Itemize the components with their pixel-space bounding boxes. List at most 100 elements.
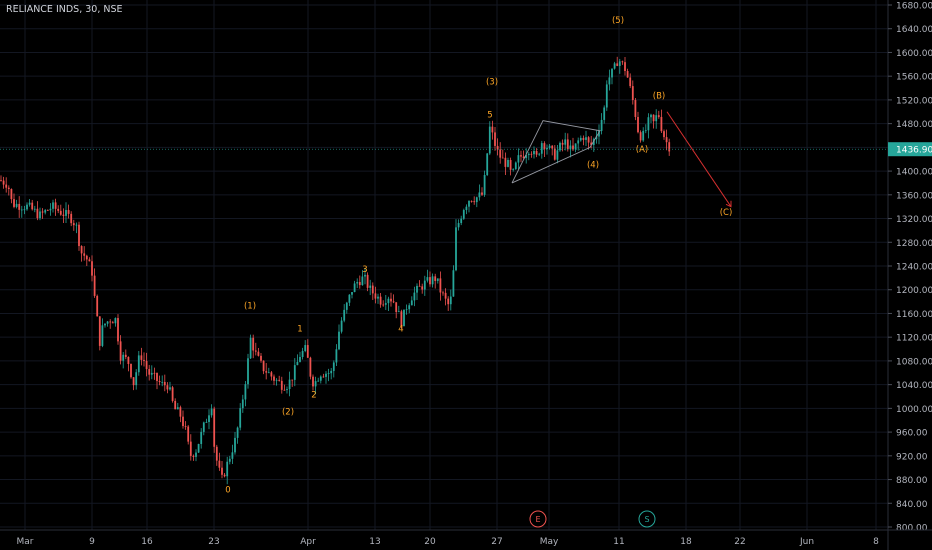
candle-body: [566, 139, 569, 150]
candle-body: [312, 376, 314, 387]
candle-body: [462, 210, 465, 219]
y-tick-label: 1040.00: [896, 381, 932, 391]
candle-body: [452, 270, 455, 297]
event-marker-label: S: [644, 515, 649, 524]
candle-body: [13, 199, 15, 207]
candle-body: [478, 192, 481, 198]
candle-body: [364, 274, 366, 277]
y-tick-label: 1560.00: [896, 73, 932, 83]
candle-body: [418, 285, 421, 287]
candle-body: [234, 437, 236, 453]
candle-body: [189, 441, 192, 456]
candle-body: [2, 180, 5, 185]
candle-body: [36, 208, 39, 219]
candle-body: [397, 311, 400, 313]
candle-body: [299, 357, 301, 362]
candle-body: [587, 137, 590, 143]
candle-body: [600, 119, 603, 131]
x-tick-label: 18: [680, 537, 692, 547]
event-marker-circle: [529, 510, 547, 528]
candle-body: [296, 361, 299, 366]
y-tick-label: 1240.00: [896, 263, 932, 273]
y-tick-label: 1160.00: [896, 310, 932, 320]
candle-body: [626, 71, 629, 78]
candle-body: [241, 399, 244, 409]
x-tick-label: 13: [369, 537, 380, 547]
candle-body: [512, 168, 515, 170]
candle-body: [179, 407, 182, 417]
candle-body: [639, 132, 642, 141]
candle-body: [23, 209, 26, 211]
candle-body: [75, 224, 78, 226]
candle-body: [374, 293, 377, 299]
candle-body: [595, 136, 598, 140]
candle-body: [280, 380, 283, 390]
candle-body: [361, 276, 364, 286]
candle-body: [174, 400, 177, 410]
candle-body: [507, 159, 509, 167]
candle-body: [556, 150, 559, 160]
candle-body: [535, 150, 538, 155]
drawings: [511, 111, 732, 208]
candle-body: [187, 426, 190, 442]
candle-body: [62, 214, 65, 216]
candle-body: [265, 371, 268, 373]
projection-arrowhead: [725, 200, 732, 208]
candle-body: [286, 389, 288, 390]
candle-body: [634, 100, 637, 117]
candle-body: [533, 150, 535, 155]
candle-body: [569, 145, 572, 150]
candle-body: [49, 208, 52, 211]
grid: [0, 0, 888, 530]
candle-body: [31, 202, 34, 210]
candle-body: [163, 381, 166, 386]
candle-body: [218, 460, 221, 468]
candle-body: [384, 303, 387, 305]
candle-body: [579, 137, 582, 141]
candle-body: [514, 162, 517, 169]
candle-body: [426, 277, 429, 281]
candle-body: [348, 294, 351, 303]
candle-body: [356, 282, 359, 284]
y-tick-label: 1320.00: [896, 215, 932, 225]
candle-body: [392, 301, 395, 303]
candle-body: [275, 379, 278, 381]
candle-body: [257, 351, 260, 356]
candle-body: [309, 357, 312, 377]
candle-body: [501, 157, 504, 159]
candle-body: [400, 311, 403, 327]
candle-body: [605, 84, 608, 108]
event-marker-label: E: [535, 515, 540, 524]
candle-body: [574, 143, 577, 150]
candle-body: [93, 275, 96, 296]
candle-body: [306, 345, 309, 358]
wave-label: 3: [362, 265, 367, 275]
candle-body: [127, 356, 130, 364]
candle-body: [436, 278, 439, 281]
candle-body: [288, 379, 291, 390]
projection-line: [666, 111, 732, 207]
candle-body: [114, 318, 117, 324]
candle-body: [561, 142, 564, 145]
candle-body: [494, 132, 496, 146]
candle-body: [231, 452, 234, 459]
wave-label: 5: [487, 111, 492, 121]
candle-body: [345, 302, 348, 310]
candle-body: [603, 107, 606, 120]
wave-label: (B): [653, 92, 665, 102]
candle-body: [166, 385, 169, 390]
candle-body: [486, 153, 489, 176]
candle-body: [652, 114, 655, 122]
candle-body: [504, 157, 507, 167]
candle-body: [322, 376, 325, 378]
candle-body: [429, 277, 431, 285]
candle-body: [169, 387, 171, 390]
candle-body: [260, 355, 262, 361]
candle-body: [473, 201, 476, 203]
candle-body: [143, 359, 145, 361]
candle-body: [304, 345, 307, 352]
candle-body: [616, 63, 619, 66]
